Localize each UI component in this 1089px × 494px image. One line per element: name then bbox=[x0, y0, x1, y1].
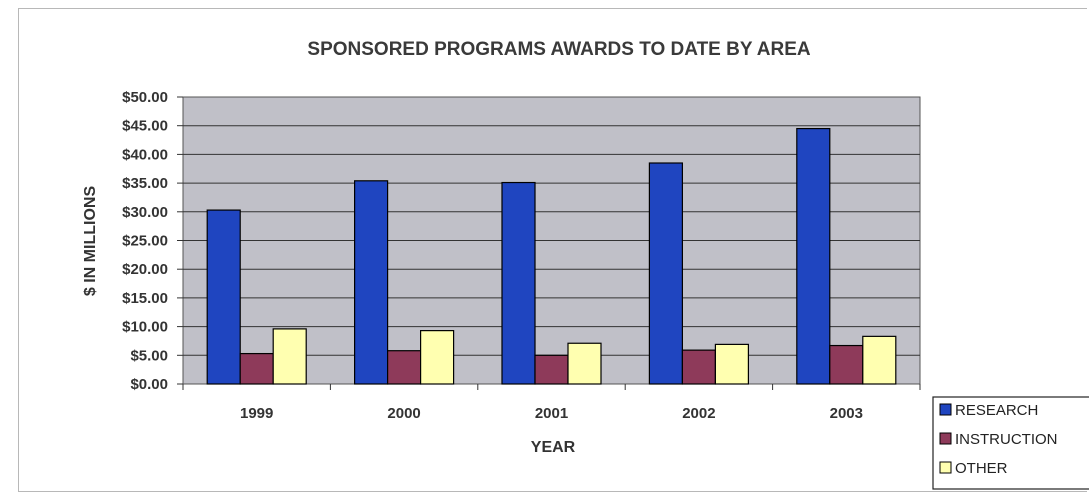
bar-instruction-2003 bbox=[829, 344, 864, 385]
bar-research-1999 bbox=[206, 209, 241, 385]
bars bbox=[206, 127, 897, 385]
y-axis-ticks: $0.00 $5.00 $10.00 $15.00 $20.00 $25.00 $30.00… bbox=[122, 89, 183, 393]
x-tick-label: 1999 bbox=[240, 405, 273, 422]
x-tick-label: 2000 bbox=[387, 405, 420, 422]
y-tick-label: $40.00 bbox=[122, 146, 168, 163]
y-tick-label: $45.00 bbox=[122, 118, 168, 135]
y-tick-label: $30.00 bbox=[122, 204, 168, 221]
y-tick-label: $5.00 bbox=[130, 347, 168, 364]
x-tick-label: 2001 bbox=[535, 405, 568, 422]
y-tick-label: $50.00 bbox=[122, 89, 168, 106]
bar-instruction-2000 bbox=[387, 350, 422, 385]
y-axis-title: $ IN MILLIONS bbox=[82, 186, 99, 297]
legend-swatch-research bbox=[939, 403, 952, 416]
bar-instruction-2001 bbox=[534, 354, 569, 385]
legend: RESEARCH INSTRUCTION OTHER bbox=[932, 396, 1089, 490]
y-tick-label: $20.00 bbox=[122, 261, 168, 278]
y-tick-label: $10.00 bbox=[122, 319, 168, 336]
bar-other-2002 bbox=[714, 343, 750, 385]
bar-other-2003 bbox=[862, 335, 897, 385]
bar-research-2000 bbox=[354, 180, 389, 385]
x-axis-ticks: 1999 2000 2001 2002 2003 bbox=[182, 384, 921, 422]
chart-title: SPONSORED PROGRAMS AWARDS TO DATE BY ARE… bbox=[307, 39, 810, 60]
bar-other-2001 bbox=[567, 342, 602, 385]
bar-research-2003 bbox=[796, 127, 831, 385]
bar-research-2002 bbox=[648, 162, 684, 385]
y-tick-label: $35.00 bbox=[122, 175, 168, 192]
x-tick-label: 2003 bbox=[830, 405, 863, 422]
legend-box bbox=[932, 396, 1089, 490]
legend-label-instruction: INSTRUCTION bbox=[955, 431, 1058, 448]
legend-swatch-other bbox=[939, 461, 952, 474]
legend-label-research: RESEARCH bbox=[955, 402, 1038, 419]
y-tick-label: $15.00 bbox=[122, 290, 168, 307]
legend-swatch-instruction bbox=[939, 432, 952, 445]
y-tick-label: $0.00 bbox=[130, 376, 168, 393]
legend-label-other: OTHER bbox=[955, 460, 1008, 477]
bar-other-1999 bbox=[272, 328, 307, 385]
x-axis-title: YEAR bbox=[531, 439, 576, 456]
bar-instruction-1999 bbox=[239, 352, 274, 385]
bar-other-2000 bbox=[420, 330, 455, 385]
bar-research-2001 bbox=[501, 181, 536, 385]
x-tick-label: 2002 bbox=[682, 405, 715, 422]
y-tick-label: $25.00 bbox=[122, 233, 168, 250]
bar-instruction-2002 bbox=[681, 349, 717, 385]
